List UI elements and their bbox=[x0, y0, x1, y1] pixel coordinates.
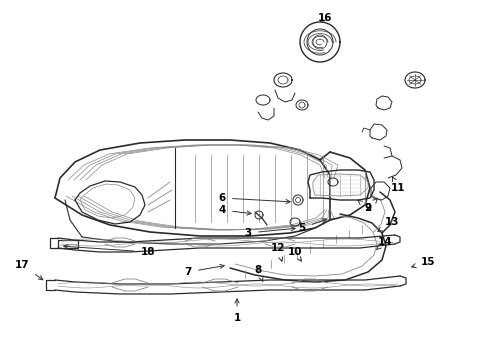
Text: 11: 11 bbox=[391, 176, 405, 193]
Text: 4: 4 bbox=[219, 205, 251, 215]
Text: 13: 13 bbox=[378, 217, 399, 231]
Text: 7: 7 bbox=[184, 264, 224, 277]
Text: 8: 8 bbox=[254, 265, 263, 282]
Text: 18: 18 bbox=[64, 244, 155, 257]
Text: 5: 5 bbox=[298, 219, 326, 233]
Text: 3: 3 bbox=[245, 227, 295, 238]
Text: 6: 6 bbox=[219, 193, 290, 204]
Text: 2: 2 bbox=[358, 200, 371, 213]
Text: 10: 10 bbox=[288, 247, 302, 261]
Text: 14: 14 bbox=[376, 237, 392, 250]
Text: 15: 15 bbox=[412, 257, 435, 268]
Text: 12: 12 bbox=[271, 243, 285, 261]
Text: 9: 9 bbox=[365, 198, 377, 213]
Text: 1: 1 bbox=[233, 299, 241, 323]
Text: 16: 16 bbox=[318, 13, 332, 23]
Text: 17: 17 bbox=[15, 260, 43, 280]
